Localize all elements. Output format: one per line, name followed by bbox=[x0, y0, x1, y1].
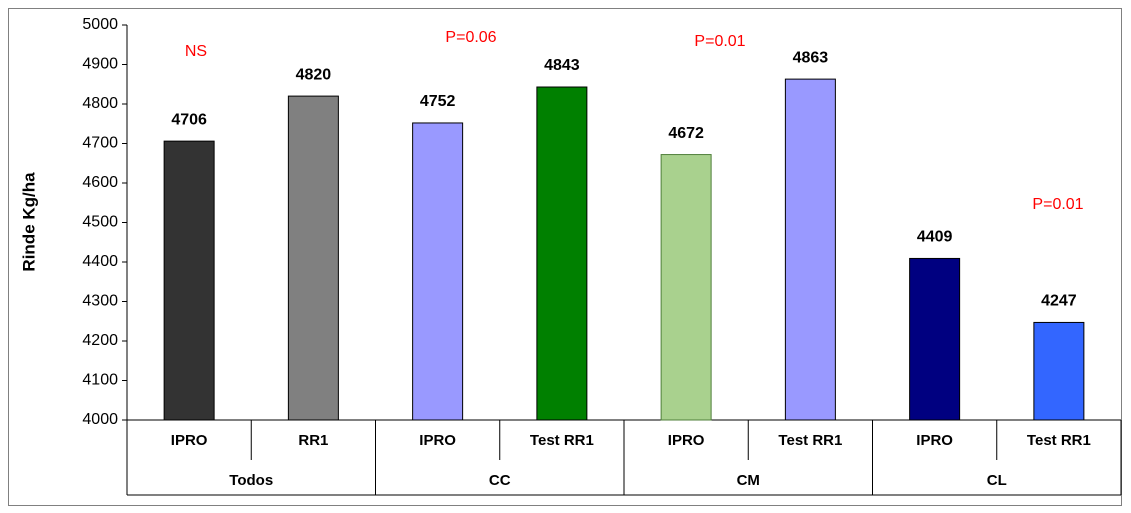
value-label: 4820 bbox=[296, 66, 332, 83]
bar bbox=[536, 86, 588, 421]
x-tick-label: RR1 bbox=[298, 432, 328, 449]
group-label: CL bbox=[987, 472, 1007, 489]
bar bbox=[287, 95, 339, 421]
bar bbox=[660, 154, 712, 421]
annotation: NS bbox=[185, 43, 207, 60]
bar bbox=[784, 78, 836, 421]
y-tick-label: 4700 bbox=[82, 135, 118, 152]
value-label: 4672 bbox=[668, 125, 704, 142]
x-tick-label: Test RR1 bbox=[1027, 432, 1091, 449]
y-tick-label: 4600 bbox=[82, 174, 118, 191]
y-tick-label: 4400 bbox=[82, 253, 118, 270]
y-tick-label: 4900 bbox=[82, 56, 118, 73]
annotation: P=0.01 bbox=[694, 33, 745, 50]
annotation: P=0.01 bbox=[1032, 196, 1083, 213]
y-tick-label: 4300 bbox=[82, 293, 118, 310]
bar bbox=[412, 122, 464, 421]
y-axis-label: Rinde Kg/ha bbox=[19, 172, 38, 272]
y-tick-label: 4100 bbox=[82, 372, 118, 389]
bar bbox=[1033, 321, 1085, 421]
bar bbox=[163, 140, 215, 421]
group-label: CC bbox=[489, 472, 511, 489]
y-tick-label: 4200 bbox=[82, 332, 118, 349]
y-tick-label: 4800 bbox=[82, 95, 118, 112]
group-label: Todos bbox=[229, 472, 273, 489]
y-tick-label: 5000 bbox=[82, 16, 118, 33]
x-tick-label: IPRO bbox=[419, 432, 456, 449]
x-tick-label: Test RR1 bbox=[778, 432, 842, 449]
value-label: 4843 bbox=[544, 57, 580, 74]
value-label: 4409 bbox=[917, 229, 953, 246]
value-label: 4863 bbox=[793, 49, 829, 66]
value-label: 4247 bbox=[1041, 293, 1077, 310]
annotation: P=0.06 bbox=[445, 29, 496, 46]
value-label: 4752 bbox=[420, 93, 456, 110]
y-tick-label: 4000 bbox=[82, 411, 118, 428]
y-tick-label: 4500 bbox=[82, 214, 118, 231]
chart-frame bbox=[8, 8, 1122, 506]
x-tick-label: IPRO bbox=[916, 432, 953, 449]
group-label: CM bbox=[737, 472, 760, 489]
x-tick-label: Test RR1 bbox=[530, 432, 594, 449]
x-tick-label: IPRO bbox=[668, 432, 705, 449]
x-tick-label: IPRO bbox=[171, 432, 208, 449]
value-label: 4706 bbox=[171, 111, 207, 128]
bar bbox=[909, 257, 961, 421]
